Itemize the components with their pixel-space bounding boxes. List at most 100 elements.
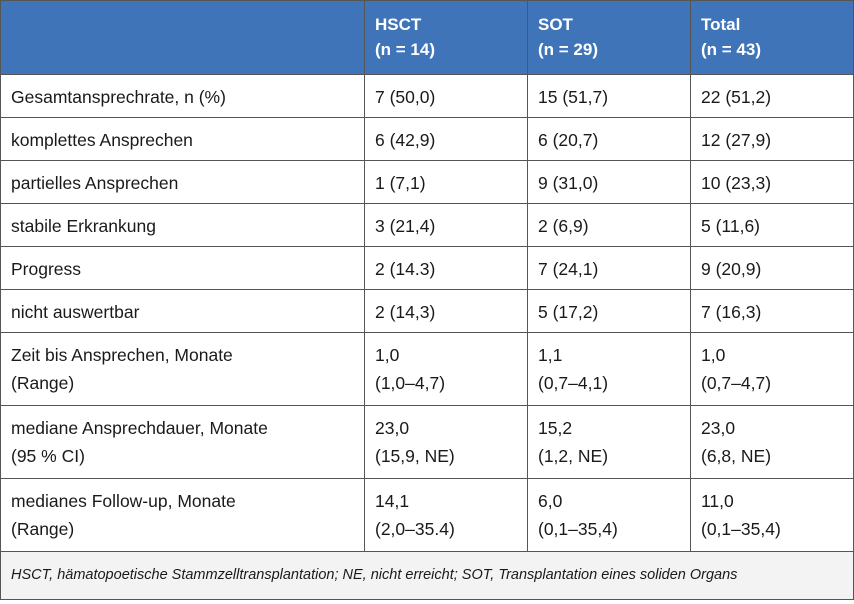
table-row: komplettes Ansprechen 6 (42,9) 6 (20,7) 12 … [0, 117, 854, 161]
cell-text: 23,0 [701, 418, 736, 438]
row-label-cell: Gesamtansprechrate, n (%) [0, 74, 365, 118]
sot-cell: 2 (6,9) [527, 203, 691, 247]
table-row: partielles Ansprechen 1 (7,1) 9 (31,0) 10 (… [0, 160, 854, 204]
sot-cell: 6 (20,7) [527, 117, 691, 161]
cell-text: (15,9, NE) [375, 446, 455, 466]
cell-text: (0,1–35,4) [701, 519, 781, 539]
sot-cell: 7 (24,1) [527, 246, 691, 290]
header-count: (n = 29) [538, 40, 598, 59]
cell-text: 7 (50,0) [375, 87, 436, 107]
row-label-cell: stabile Erkrankung [0, 203, 365, 247]
hsct-cell: 14,1 (2,0–35.4) [364, 478, 528, 552]
cell-text: (0,1–35,4) [538, 519, 618, 539]
cell-text: (Range) [11, 373, 75, 393]
row-label-cell: medianes Follow-up, Monate (Range) [0, 478, 365, 552]
cell-text: 1,0 [375, 345, 400, 365]
header-cell-total: Total (n = 43) [690, 0, 854, 75]
hsct-cell: 2 (14.3) [364, 246, 528, 290]
cell-text: 6 (42,9) [375, 130, 436, 150]
hsct-cell: 1 (7,1) [364, 160, 528, 204]
sot-cell: 1,1 (0,7–4,1) [527, 332, 691, 406]
hsct-cell: 2 (14,3) [364, 289, 528, 333]
sot-cell: 15,2 (1,2, NE) [527, 405, 691, 479]
total-cell: 1,0 (0,7–4,7) [690, 332, 854, 406]
cell-text: 12 (27,9) [701, 130, 772, 150]
cell-text: 5 (17,2) [538, 302, 599, 322]
cell-text: 14,1 [375, 491, 410, 511]
table-row: nicht auswertbar 2 (14,3) 5 (17,2) 7 (16,3) [0, 289, 854, 333]
cell-text: partielles Ansprechen [11, 173, 179, 193]
cell-text: 3 (21,4) [375, 216, 436, 236]
header-count: (n = 43) [701, 40, 761, 59]
cell-text: 6,0 [538, 491, 563, 511]
cell-text: 15,2 [538, 418, 573, 438]
cell-text: 1,0 [701, 345, 726, 365]
total-cell: 5 (11,6) [690, 203, 854, 247]
row-label-cell: komplettes Ansprechen [0, 117, 365, 161]
sot-cell: 9 (31,0) [527, 160, 691, 204]
cell-text: (Range) [11, 519, 75, 539]
table-row: stabile Erkrankung 3 (21,4) 2 (6,9) 5 (11,6… [0, 203, 854, 247]
total-cell: 7 (16,3) [690, 289, 854, 333]
footnote: HSCT, hämatopoetische Stammzelltransplan… [0, 551, 854, 600]
total-cell: 10 (23,3) [690, 160, 854, 204]
cell-text: (2,0–35.4) [375, 519, 455, 539]
cell-text: komplettes Ansprechen [11, 130, 193, 150]
hsct-cell: 6 (42,9) [364, 117, 528, 161]
cell-text: (95 % CI) [11, 446, 85, 466]
header-cell-sot: SOT (n = 29) [527, 0, 691, 75]
sot-cell: 5 (17,2) [527, 289, 691, 333]
table-body: Gesamtansprechrate, n (%) 7 (50,0) 15 (51,… [0, 74, 854, 600]
cell-text: 1 (7,1) [375, 173, 426, 193]
cell-text: (0,7–4,7) [701, 373, 772, 393]
cell-text: (6,8, NE) [701, 446, 772, 466]
cell-text: nicht auswertbar [11, 302, 140, 322]
cell-text: 23,0 [375, 418, 410, 438]
cell-text: 9 (31,0) [538, 173, 599, 193]
cell-text: 15 (51,7) [538, 87, 609, 107]
row-label-cell: Zeit bis Ansprechen, Monate (Range) [0, 332, 365, 406]
footnote-row: HSCT, hämatopoetische Stammzelltransplan… [0, 551, 854, 600]
cell-text: stabile Erkrankung [11, 216, 156, 236]
cell-text: 9 (20,9) [701, 259, 762, 279]
hsct-cell: 3 (21,4) [364, 203, 528, 247]
total-cell: 23,0 (6,8, NE) [690, 405, 854, 479]
row-label-cell: mediane Ansprechdauer, Monate (95 % CI) [0, 405, 365, 479]
cell-text: 5 (11,6) [701, 216, 761, 236]
cell-text: Progress [11, 259, 82, 279]
total-cell: 22 (51,2) [690, 74, 854, 118]
cell-text: (0,7–4,1) [538, 373, 609, 393]
table-row: Gesamtansprechrate, n (%) 7 (50,0) 15 (51,… [0, 74, 854, 118]
cell-text: medianes Follow-up, Monate [11, 491, 236, 511]
header-title: SOT [538, 15, 573, 34]
cell-text: 10 (23,3) [701, 173, 772, 193]
sot-cell: 15 (51,7) [527, 74, 691, 118]
header-title: HSCT [375, 15, 422, 34]
cell-text: 22 (51,2) [701, 87, 772, 107]
header-row: HSCT (n = 14) SOT (n = 29) Total (n = 43… [0, 0, 854, 75]
table-row: Zeit bis Ansprechen, Monate (Range) 1,0 (1,… [0, 332, 854, 406]
cell-text: 1,1 [538, 345, 563, 365]
row-label-cell: nicht auswertbar [0, 289, 365, 333]
cell-text: mediane Ansprechdauer, Monate [11, 418, 268, 438]
cell-text: Zeit bis Ansprechen, Monate [11, 345, 233, 365]
cell-text: 2 (14,3) [375, 302, 436, 322]
table-row: medianes Follow-up, Monate (Range) 14,1 (2,… [0, 478, 854, 552]
header-count: (n = 14) [375, 40, 435, 59]
header-cell-hsct: HSCT (n = 14) [364, 0, 528, 75]
row-label-cell: partielles Ansprechen [0, 160, 365, 204]
sot-cell: 6,0 (0,1–35,4) [527, 478, 691, 552]
total-cell: 11,0 (0,1–35,4) [690, 478, 854, 552]
total-cell: 12 (27,9) [690, 117, 854, 161]
cell-text: 6 (20,7) [538, 130, 599, 150]
cell-text: (1,2, NE) [538, 446, 609, 466]
cell-text: 2 (6,9) [538, 216, 589, 236]
total-cell: 9 (20,9) [690, 246, 854, 290]
cell-text: 11,0 [701, 491, 734, 511]
cell-text: 7 (24,1) [538, 259, 599, 279]
hsct-cell: 7 (50,0) [364, 74, 528, 118]
row-label-cell: Progress [0, 246, 365, 290]
cell-text: 7 (16,3) [701, 302, 762, 322]
header-cell-label [0, 0, 365, 75]
